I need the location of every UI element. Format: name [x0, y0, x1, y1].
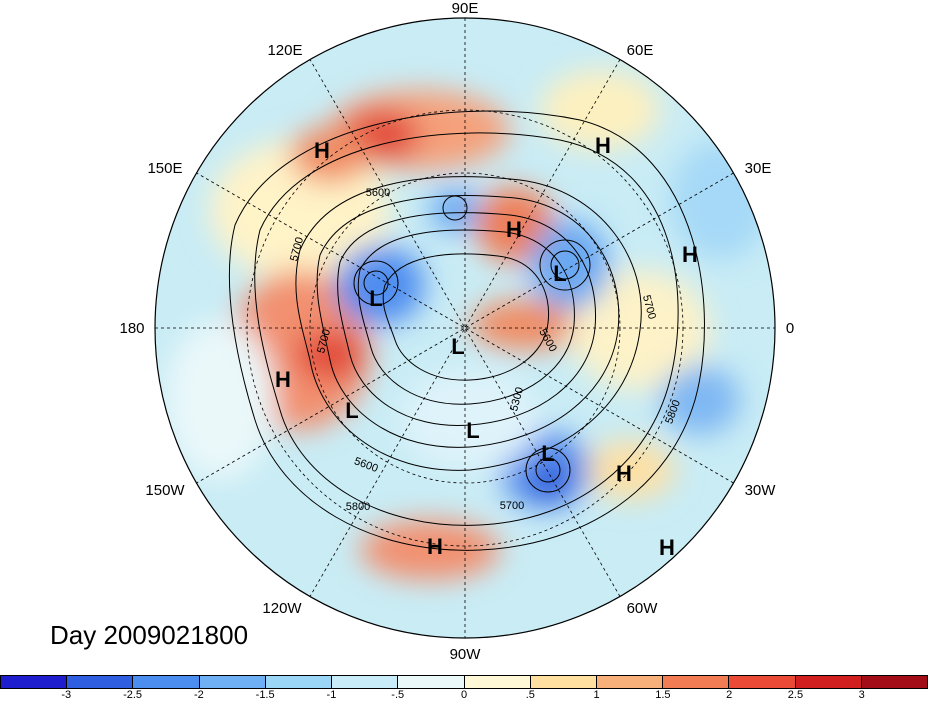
lon-label-90e: 90E	[452, 0, 479, 17]
colorbar-segment	[398, 676, 465, 688]
contour-label: 5600	[366, 187, 390, 199]
low-marker: L	[345, 398, 358, 423]
colorbar-labels: -3 -2.5 -2 -1.5 -1 -.5 0 .5 1 1.5 2 2.5 3	[0, 689, 928, 702]
high-marker: H	[314, 138, 330, 163]
day-label: Day 2009021800	[50, 620, 249, 650]
colorbar-segment	[530, 676, 597, 688]
graticule	[155, 18, 775, 638]
colorbar-tick-label: -1	[326, 689, 337, 701]
colorbar-tick-label: 0	[460, 689, 468, 701]
colorbar-segment	[464, 676, 531, 688]
contour-label: 5800	[346, 501, 370, 513]
high-marker: H	[506, 217, 522, 242]
low-marker: L	[369, 286, 382, 311]
lon-label-150w: 150W	[145, 482, 185, 499]
colorbar-segment	[663, 676, 730, 688]
contour-label: 5700	[500, 500, 524, 512]
colorbar-tick-label: -1.5	[255, 689, 275, 701]
colorbar-segment	[265, 676, 333, 688]
colorbar-segment	[67, 676, 134, 688]
colorbar-tick-label: -2.5	[123, 689, 143, 701]
height-contours	[228, 110, 705, 551]
map-boundary	[154, 17, 776, 639]
colorbar-tick-label: -3	[61, 689, 72, 701]
high-marker: H	[275, 367, 291, 392]
high-marker: H	[427, 534, 443, 559]
colorbar-segment	[729, 676, 796, 688]
colorbar-tick-label: 1.5	[655, 689, 671, 701]
lon-label-90w: 90W	[450, 646, 482, 663]
colorbar-tick-label: -.5	[391, 689, 405, 701]
colorbar	[0, 675, 928, 689]
colorbar-segment	[332, 676, 399, 688]
colorbar-segment	[596, 676, 664, 688]
colorbar-segment	[199, 676, 266, 688]
lon-label-120w: 120W	[262, 600, 302, 617]
colorbar-segment	[861, 676, 928, 688]
low-marker: L	[541, 441, 554, 466]
colorbar-tick-label: -2	[193, 689, 204, 701]
lon-label-60e: 60E	[627, 42, 654, 59]
colorbar-tick-label: 2	[726, 689, 733, 701]
low-marker: L	[451, 334, 464, 359]
high-marker: H	[682, 242, 698, 267]
lon-label-30w: 30W	[745, 482, 777, 499]
lon-label-120e: 120E	[267, 42, 302, 59]
high-marker: H	[659, 535, 675, 560]
high-marker: H	[616, 461, 632, 486]
lon-label-60w: 60W	[627, 600, 659, 617]
colorbar-segment	[1, 676, 68, 688]
lon-label-30e: 30E	[745, 160, 772, 177]
colorbar-tick-label: 2.5	[787, 689, 804, 701]
colorbar-tick-label: 3	[858, 689, 865, 701]
high-marker: H	[595, 133, 611, 158]
low-marker: L	[466, 418, 479, 443]
lon-label-180: 180	[119, 320, 144, 337]
colorbar-tick-label: 1	[593, 689, 600, 701]
colorbar-segment	[133, 676, 200, 688]
colorbar-segment	[795, 676, 862, 688]
colorbar-tick-label: .5	[525, 689, 535, 701]
low-marker: L	[553, 261, 566, 286]
lon-label-150e: 150E	[147, 160, 182, 177]
lon-label-0: 0	[786, 320, 794, 337]
